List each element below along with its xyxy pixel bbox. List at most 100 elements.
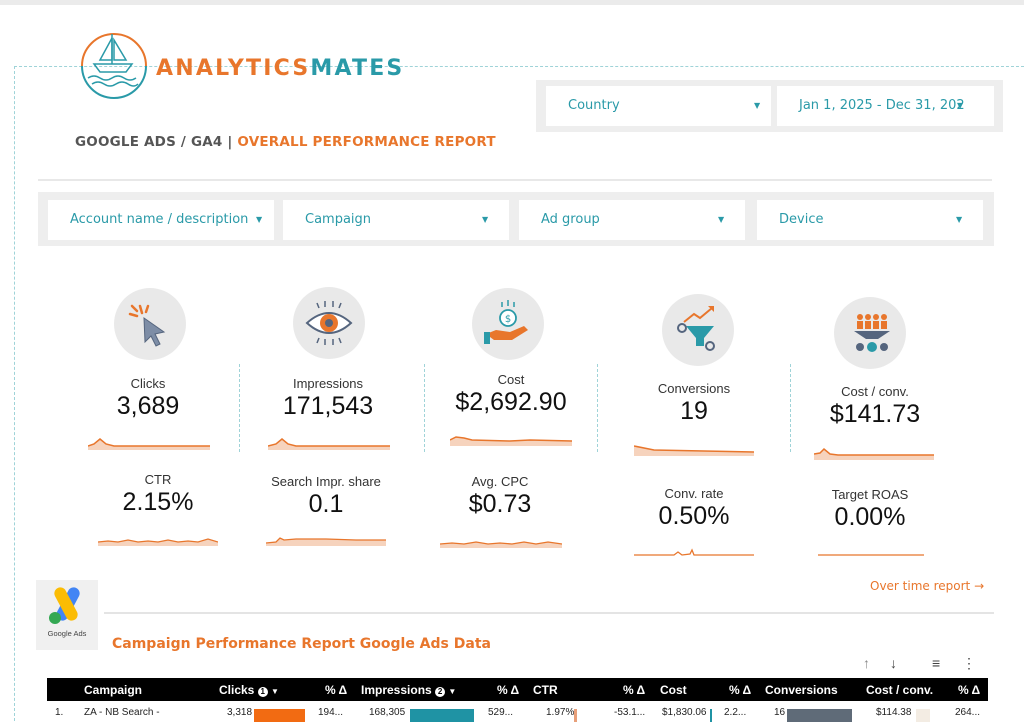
kpi-label-avg-cpc: Avg. CPC	[471, 474, 529, 489]
sparkline-search-impr	[266, 537, 386, 546]
ad-group-filter-label: Ad group	[541, 212, 600, 227]
country-filter[interactable]: Country ▼	[546, 86, 771, 126]
over-time-report-link[interactable]: Over time report →	[870, 579, 985, 593]
row-clicks: 3,318	[227, 707, 253, 718]
ctr-bar	[574, 709, 577, 722]
sort-ascending-icon[interactable]: ↑	[863, 655, 870, 671]
kpi-separator	[239, 364, 240, 452]
divider	[104, 612, 994, 614]
row-conversions: 16	[774, 707, 786, 718]
chevron-down-icon: ▼	[957, 101, 964, 110]
row-cost-conv: $114.38	[876, 707, 912, 718]
col-ctr-delta[interactable]: % Δ	[623, 683, 646, 697]
kpi-value-cost-conv: $141.73	[829, 400, 921, 428]
divider	[38, 179, 992, 181]
col-impr-delta[interactable]: % Δ	[497, 683, 520, 697]
country-filter-label: Country	[568, 98, 620, 113]
cost-bar	[710, 709, 712, 722]
filter-bar: Account name / description ▼ Campaign ▼ …	[38, 192, 994, 246]
sparkline-ctr	[98, 538, 218, 546]
brand-part1: ANALYTICS	[156, 56, 311, 81]
col-impressions-label: Impressions	[361, 683, 432, 697]
chevron-down-icon: ▼	[256, 215, 263, 224]
chevron-down-icon: ▼	[754, 101, 761, 110]
col-conversions[interactable]: Conversions	[765, 683, 838, 697]
report-title: GOOGLE ADS / GA4 | OVERALL PERFORMANCE R…	[75, 134, 496, 150]
cost-conv-bar	[916, 709, 930, 722]
sparkline-cost-conv	[814, 447, 934, 460]
ad-group-filter[interactable]: Ad group ▼	[519, 200, 745, 240]
eye-icon	[293, 287, 365, 359]
row-cc-delta: 264...	[955, 707, 981, 718]
col-cost-delta[interactable]: % Δ	[729, 683, 752, 697]
kpi-value-target-roas: 0.00%	[834, 503, 906, 531]
chevron-down-icon: ▼	[482, 215, 489, 224]
sparkline-conversions	[634, 445, 754, 456]
campaign-filter[interactable]: Campaign ▼	[283, 200, 509, 240]
kpi-value-clicks: 3,689	[116, 392, 180, 420]
kpi-value-ctr: 2.15%	[122, 488, 194, 516]
google-ads-logo	[36, 580, 98, 650]
sort-descending-icon[interactable]: ↓	[890, 655, 897, 671]
kpi-value-impressions: 171,543	[282, 392, 374, 420]
sort-badge: 2	[435, 687, 446, 697]
sparkline-cost	[450, 436, 572, 446]
col-clicks-delta[interactable]: % Δ	[325, 683, 348, 697]
kpi-label-ctr: CTR	[144, 472, 172, 487]
row-cost: $1,830.06	[662, 707, 707, 718]
top-strip	[0, 0, 1024, 5]
row-ctr: 1.97%	[546, 707, 575, 718]
date-range-filter[interactable]: Jan 1, 2025 - Dec 31, 202 ▼	[777, 86, 994, 126]
col-cost-conv-delta[interactable]: % Δ	[958, 683, 981, 697]
row-index: 1.	[55, 707, 64, 718]
date-range-label: Jan 1, 2025 - Dec 31, 202	[799, 98, 965, 113]
chevron-down-icon: ▼	[448, 687, 457, 696]
svg-text:$: $	[505, 314, 511, 325]
kpi-label-cost: Cost	[497, 372, 525, 387]
kpi-separator	[424, 364, 425, 452]
title-separator: |	[222, 134, 238, 150]
col-cost[interactable]: Cost	[660, 683, 687, 697]
logo-icon	[74, 26, 154, 111]
brand-logo-text: ANALYTICSMATES	[156, 56, 404, 81]
campaign-section-title: Campaign Performance Report Google Ads D…	[112, 636, 491, 652]
more-options-icon[interactable]: ⋮	[962, 655, 976, 671]
sparkline-target-roas	[818, 554, 924, 556]
kpi-value-conversions: 19	[680, 397, 708, 425]
report-prefix: GOOGLE ADS / GA4	[75, 134, 223, 150]
report-title-text: OVERALL PERFORMANCE REPORT	[237, 134, 496, 150]
google-ads-caption: Google Ads	[47, 629, 87, 638]
kpi-value-cost: $2,692.90	[455, 388, 567, 416]
kpi-separator	[790, 364, 791, 452]
sparkline-clicks	[88, 438, 210, 450]
row-clicks-delta: 194...	[318, 707, 344, 718]
top-filter-bar: Country ▼ Jan 1, 2025 - Dec 31, 202 ▼	[536, 80, 1003, 132]
kpi-label-search-impr: Search Impr. share	[271, 474, 381, 489]
kpi-label-impressions: Impressions	[292, 376, 364, 391]
campaign-filter-label: Campaign	[305, 212, 372, 227]
kpi-separator	[597, 364, 598, 452]
row-campaign[interactable]: ZA - NB Search -	[84, 707, 160, 718]
sort-badge: 1	[257, 687, 268, 697]
kpi-label-target-roas: Target ROAS	[831, 487, 909, 502]
money-hand-icon: $	[472, 288, 544, 360]
brand-part2: MATES	[310, 56, 405, 81]
kpi-label-cost-conv: Cost / conv.	[841, 384, 909, 399]
sparkline-avg-cpc	[440, 541, 562, 548]
row-impressions: 168,305	[369, 707, 406, 718]
kpi-label-clicks: Clicks	[130, 376, 166, 391]
col-cost-conv[interactable]: Cost / conv.	[866, 683, 934, 697]
col-clicks[interactable]: Clicks 1 ▼	[219, 683, 279, 697]
account-filter[interactable]: Account name / description ▼	[48, 200, 274, 240]
chevron-down-icon: ▼	[956, 215, 963, 224]
device-filter-label: Device	[779, 212, 824, 227]
col-campaign[interactable]: Campaign	[84, 683, 143, 697]
col-impressions[interactable]: Impressions 2 ▼	[361, 683, 456, 697]
row-ctr-delta: -53.1...	[614, 707, 646, 718]
clicks-bar	[254, 709, 305, 722]
col-clicks-label: Clicks	[219, 683, 255, 697]
filter-icon[interactable]: ≡	[932, 655, 941, 671]
device-filter[interactable]: Device ▼	[757, 200, 983, 240]
col-ctr[interactable]: CTR	[533, 683, 558, 697]
cursor-click-icon	[114, 288, 186, 360]
